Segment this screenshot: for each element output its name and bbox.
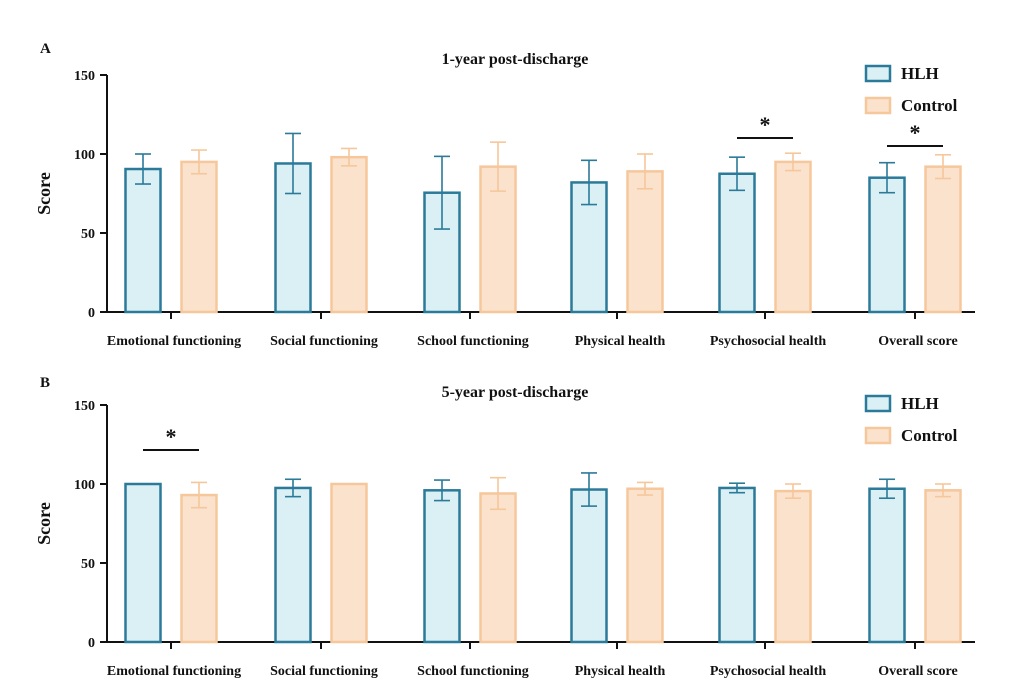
bar-hlh — [718, 486, 756, 644]
x-tick-label: School functioning — [417, 664, 529, 679]
chart-title: 1-year post-discharge — [442, 51, 589, 68]
y-tick-label: 100 — [74, 478, 95, 493]
panel-label: A — [40, 41, 51, 57]
bar-control — [479, 492, 517, 644]
legend-label: HLH — [901, 64, 939, 83]
x-tick-label: Overall score — [878, 664, 957, 679]
bar-control — [180, 160, 218, 314]
x-tick-label: Emotional functioning — [107, 334, 241, 349]
chart-title: 5-year post-discharge — [442, 384, 589, 401]
significance-star: * — [760, 112, 771, 137]
bar-hlh — [124, 482, 162, 644]
x-tick-label: Physical health — [575, 664, 666, 679]
bar-hlh — [718, 172, 756, 314]
x-tick-label: School functioning — [417, 334, 529, 349]
bar-control — [774, 489, 812, 644]
chart-panel-b: B 5-year post-discharge Score 0 50 100 150 Emot… — [34, 375, 975, 679]
y-axis-label: Score — [34, 172, 54, 215]
x-tick-label: Social functioning — [270, 334, 378, 349]
bar-hlh — [274, 486, 312, 644]
bar-control — [330, 482, 368, 644]
bar-control — [180, 493, 218, 644]
bar-control — [479, 165, 517, 314]
legend-swatch — [864, 64, 892, 83]
bar-control — [330, 155, 368, 314]
bar-control — [924, 165, 962, 314]
chart-panel-a: A 1-year post-discharge Score 0 50 100 150 Emot… — [34, 41, 975, 349]
y-tick-label: 150 — [74, 399, 95, 414]
bar-hlh — [570, 488, 608, 644]
significance-star: * — [910, 120, 921, 145]
y-tick-label: 150 — [74, 69, 95, 84]
legend-label: Control — [901, 96, 958, 115]
y-tick-label: 0 — [88, 306, 95, 321]
x-tick-label: Physical health — [575, 334, 666, 349]
legend-swatch — [864, 394, 892, 413]
bar-control — [774, 160, 812, 314]
bar-hlh — [423, 489, 461, 644]
y-tick-label: 50 — [81, 557, 95, 572]
y-tick-label: 0 — [88, 636, 95, 651]
legend-label: HLH — [901, 394, 939, 413]
panel-label: B — [40, 375, 50, 391]
bar-hlh — [124, 167, 162, 314]
legend-label: Control — [901, 426, 958, 445]
x-tick-label: Emotional functioning — [107, 664, 241, 679]
x-tick-label: Psychosocial health — [710, 664, 826, 679]
y-axis-label: Score — [34, 502, 54, 545]
bar-control — [626, 170, 664, 314]
x-tick-label: Psychosocial health — [710, 334, 826, 349]
x-tick-label: Overall score — [878, 334, 957, 349]
bar-hlh — [868, 176, 906, 314]
bar-control — [924, 489, 962, 644]
bar-hlh — [868, 487, 906, 644]
significance-star: * — [166, 424, 177, 449]
y-tick-label: 50 — [81, 227, 95, 242]
legend-swatch — [864, 96, 892, 115]
x-tick-label: Social functioning — [270, 664, 378, 679]
bar-control — [626, 487, 664, 644]
legend-swatch — [864, 426, 892, 445]
y-tick-label: 100 — [74, 148, 95, 163]
